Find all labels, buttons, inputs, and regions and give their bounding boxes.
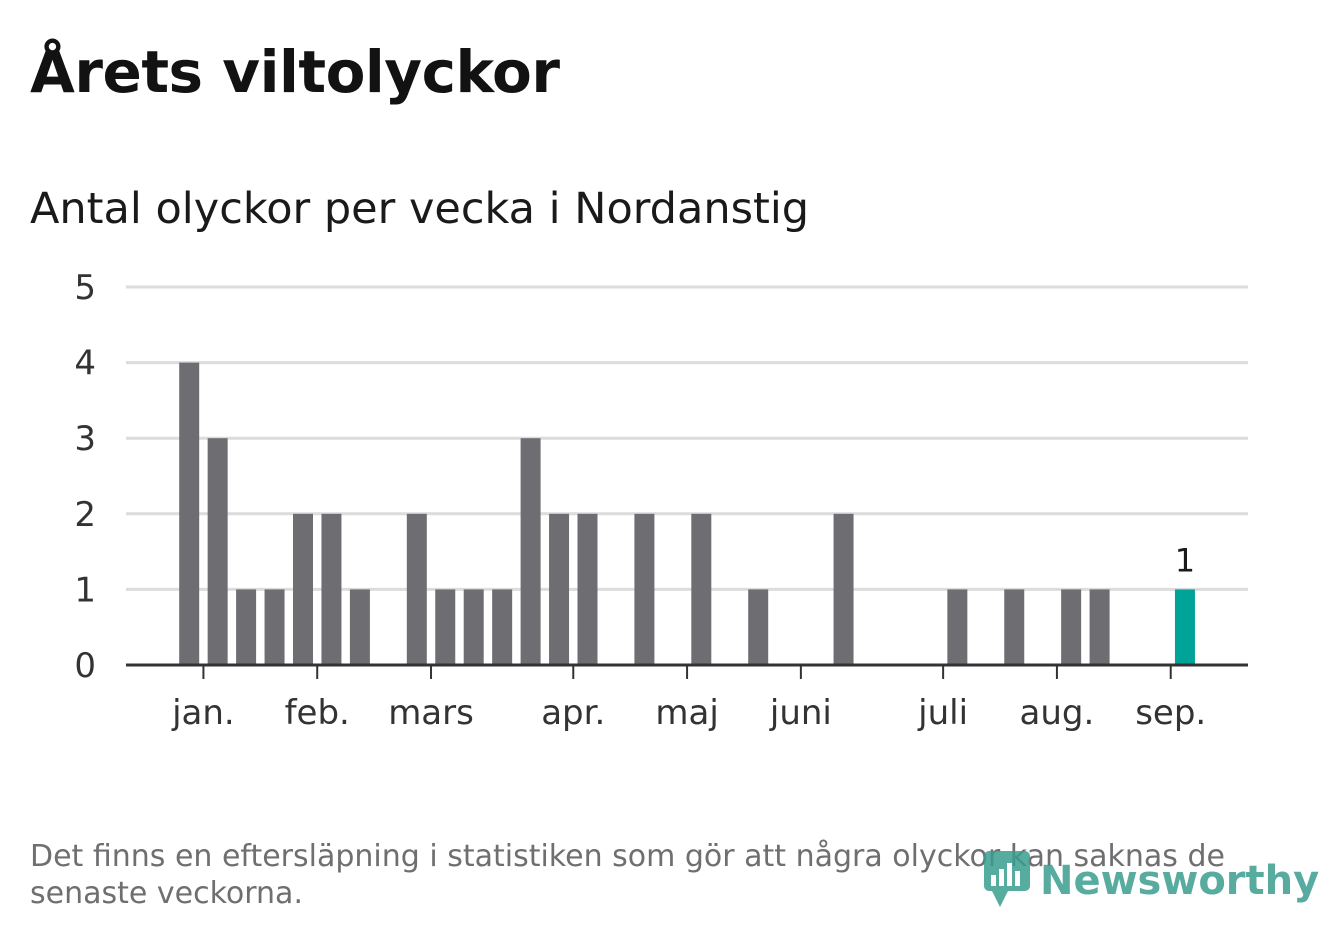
bar bbox=[492, 589, 513, 665]
data-labels: 1 bbox=[1175, 541, 1195, 579]
x-tick-label: aug. bbox=[1020, 693, 1095, 733]
bar bbox=[1061, 589, 1082, 665]
bar bbox=[435, 589, 456, 665]
y-tick-label: 1 bbox=[74, 570, 96, 610]
bar bbox=[520, 438, 541, 665]
bar bbox=[406, 513, 427, 665]
y-tick-label: 0 bbox=[74, 646, 96, 686]
x-tick-label: maj bbox=[655, 693, 718, 733]
x-tick-label: juli bbox=[917, 693, 968, 733]
bar bbox=[833, 513, 854, 665]
highlight-data-label: 1 bbox=[1175, 541, 1195, 579]
bar bbox=[1004, 589, 1025, 665]
bar bbox=[293, 513, 313, 665]
bar bbox=[321, 513, 342, 665]
y-tick-label: 5 bbox=[74, 268, 96, 308]
x-tick-label: apr. bbox=[541, 693, 605, 733]
bar bbox=[549, 513, 570, 665]
y-tick-label: 3 bbox=[74, 419, 96, 459]
bar bbox=[947, 589, 968, 665]
bar bbox=[748, 589, 769, 665]
bar-chart-speech-bubble-icon bbox=[982, 849, 1032, 913]
bar bbox=[577, 513, 598, 665]
bar bbox=[1089, 589, 1110, 665]
chart-subtitle: Antal olyckor per vecka i Nordanstig bbox=[30, 184, 810, 234]
bar bbox=[207, 438, 228, 665]
logo-text: Newsworthy bbox=[1040, 858, 1320, 904]
bar bbox=[463, 589, 484, 665]
x-tick-label: jan. bbox=[171, 693, 235, 733]
x-tick-label: juni bbox=[769, 693, 832, 733]
newsworthy-logo: Newsworthy bbox=[982, 850, 1319, 912]
bar bbox=[349, 589, 370, 665]
y-axis: 0 1 2 3 4 5 bbox=[74, 268, 96, 686]
bar bbox=[179, 362, 200, 665]
y-tick-label: 4 bbox=[74, 344, 96, 384]
chart-title: Årets viltolyckor bbox=[30, 38, 560, 106]
bar bbox=[236, 589, 257, 665]
y-tick-label: 2 bbox=[74, 495, 96, 535]
bar bbox=[634, 513, 655, 665]
x-tick-label: mars bbox=[388, 693, 474, 733]
x-axis: jan. feb. mars apr. maj juni juli aug. sep. bbox=[126, 663, 1248, 733]
highlight-bar bbox=[1174, 589, 1195, 665]
bar-chart: 0 1 2 3 4 5 jan. feb. mars apr. maj juni juli aug. se… bbox=[74, 268, 1248, 733]
bar bbox=[691, 513, 712, 665]
x-tick-label: sep. bbox=[1135, 693, 1206, 733]
x-tick-label: feb. bbox=[285, 693, 350, 733]
bar bbox=[264, 589, 285, 665]
bars bbox=[179, 362, 1195, 665]
